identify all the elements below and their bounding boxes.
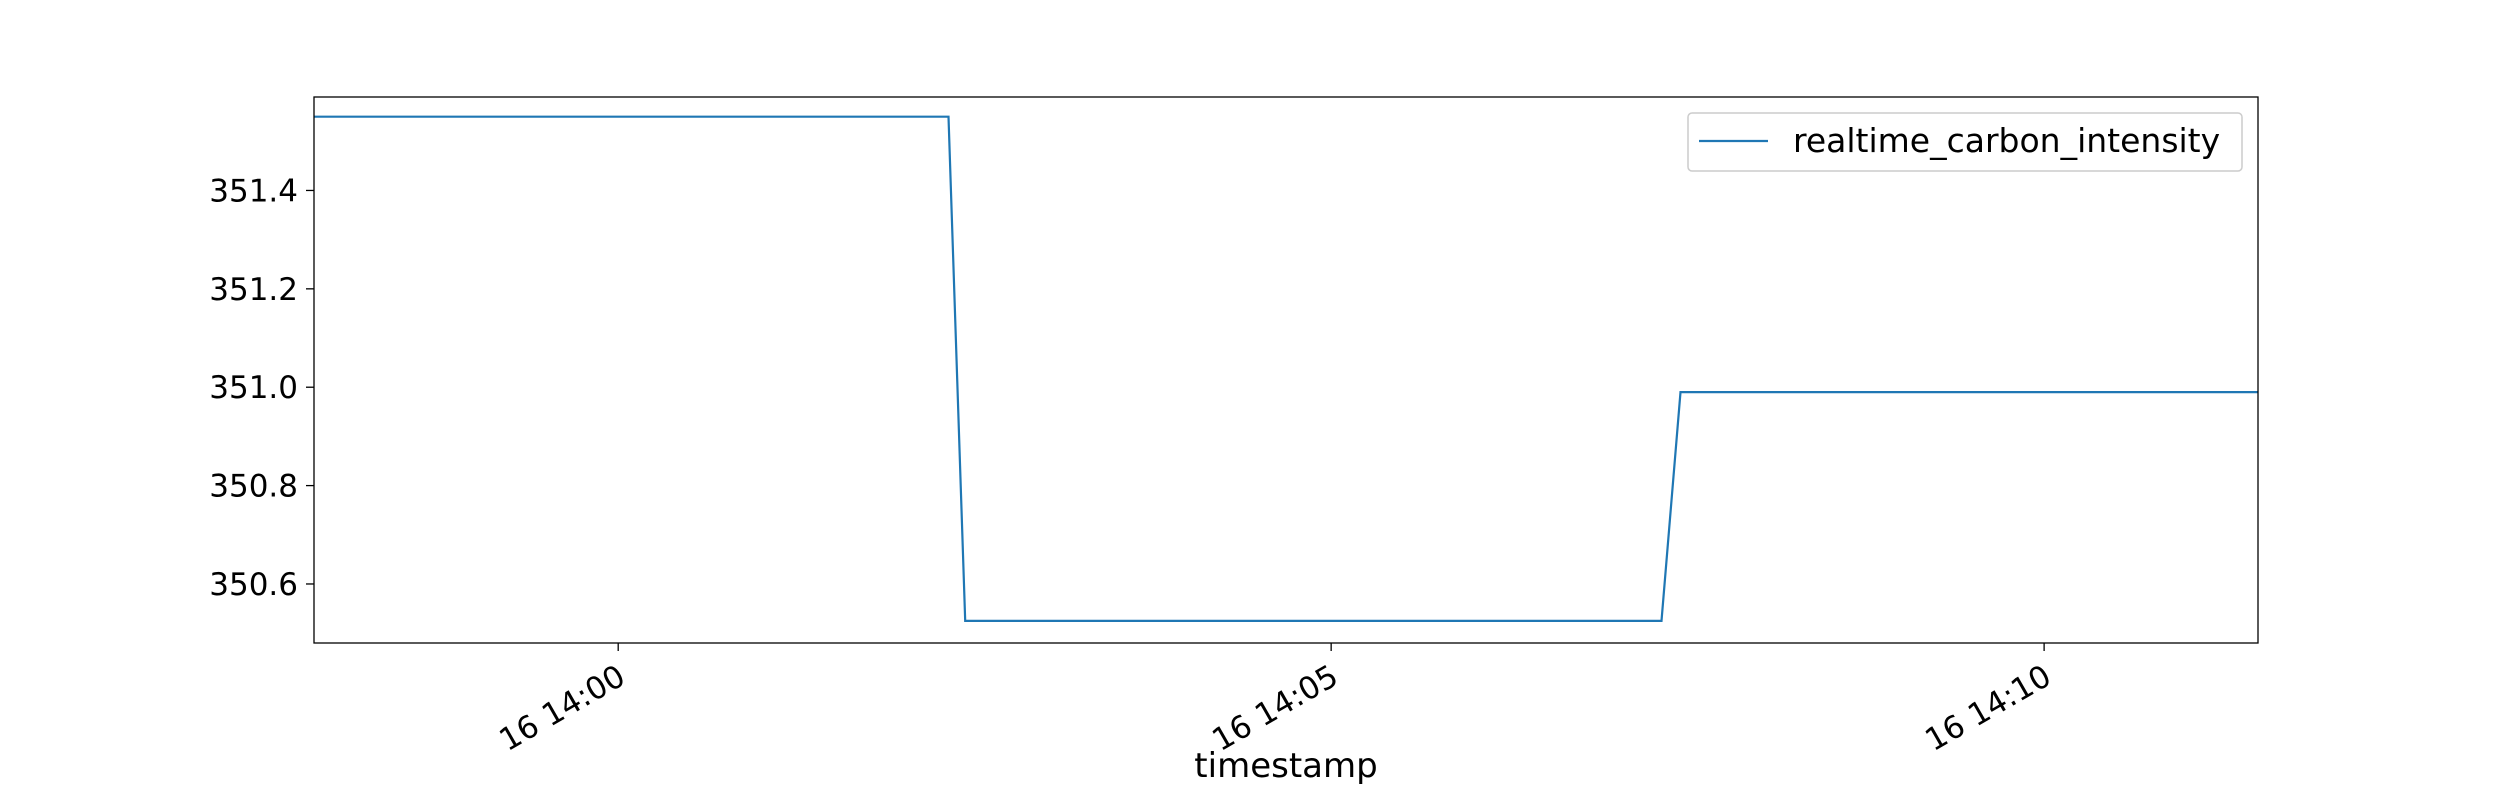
y-tick-label-3: 351.2 xyxy=(209,272,298,308)
y-tick-label-1: 350.8 xyxy=(209,469,298,505)
y-axis: 350.6 350.8 351.0 351.2 351.4 xyxy=(209,173,314,603)
series-lines xyxy=(314,115,2258,623)
x-tick-label-2: 16 14:10 xyxy=(1919,658,2057,758)
x-axis: 16 14:00 16 14:05 16 14:10 xyxy=(493,643,2057,759)
plot-frame xyxy=(313,96,2259,644)
x-tick-label-1: 16 14:05 xyxy=(1206,658,1344,758)
legend: realtime_carbon_intensity xyxy=(1687,112,2243,172)
y-tick-label-2: 351.0 xyxy=(209,370,298,406)
x-axis-title: timestamp xyxy=(1194,746,1377,786)
y-tick-label-0: 350.6 xyxy=(209,567,298,603)
legend-box xyxy=(1687,112,2243,172)
x-tick-label-0: 16 14:00 xyxy=(493,658,631,758)
y-tick-label-4: 351.4 xyxy=(209,173,298,209)
series-line-0 xyxy=(314,115,2258,623)
legend-label: realtime_carbon_intensity xyxy=(1793,121,2220,160)
